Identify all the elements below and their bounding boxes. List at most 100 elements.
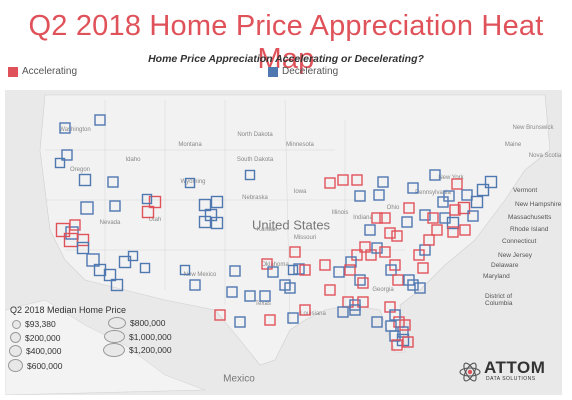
decelerating-marker[interactable] (419, 209, 431, 221)
decelerating-marker[interactable] (373, 189, 385, 201)
decelerating-marker[interactable] (389, 309, 401, 321)
accelerating-marker[interactable] (431, 224, 443, 236)
decelerating-marker[interactable] (333, 266, 345, 278)
accelerating-marker[interactable] (359, 241, 371, 253)
decelerating-marker[interactable] (139, 262, 151, 274)
decelerating-marker[interactable] (484, 175, 498, 189)
decelerating-marker[interactable] (429, 169, 441, 181)
accelerating-marker[interactable] (423, 234, 435, 246)
accelerating-marker[interactable] (427, 212, 439, 224)
accelerating-marker[interactable] (417, 262, 429, 274)
accelerating-marker[interactable] (402, 336, 414, 348)
decelerating-marker[interactable] (476, 183, 490, 197)
legend-decelerating[interactable]: Decelerating (268, 66, 338, 77)
decelerating-marker[interactable] (259, 290, 271, 302)
decelerating-marker[interactable] (76, 241, 90, 255)
decelerating-marker[interactable] (198, 215, 212, 229)
accelerating-marker[interactable] (457, 201, 471, 215)
accelerating-marker[interactable] (357, 296, 369, 308)
accelerating-marker[interactable] (76, 233, 90, 247)
decelerating-marker[interactable] (437, 196, 449, 208)
decelerating-marker[interactable] (345, 256, 357, 268)
us-map[interactable]: United States Mexico Washington Oregon I… (5, 90, 562, 395)
decelerating-marker[interactable] (287, 264, 299, 276)
accelerating-marker[interactable] (55, 222, 71, 238)
accelerating-marker[interactable] (379, 246, 391, 258)
accelerating-marker[interactable] (344, 264, 356, 276)
decelerating-marker[interactable] (229, 265, 241, 277)
accelerating-marker[interactable] (351, 174, 363, 186)
decelerating-marker[interactable] (284, 282, 296, 294)
accelerating-marker[interactable] (391, 230, 403, 242)
decelerating-marker[interactable] (407, 279, 419, 291)
decelerating-marker[interactable] (109, 200, 121, 212)
accelerating-marker[interactable] (399, 319, 411, 331)
decelerating-marker[interactable] (407, 182, 419, 194)
decelerating-marker[interactable] (110, 278, 124, 292)
accelerating-marker[interactable] (384, 227, 396, 239)
decelerating-marker[interactable] (461, 189, 473, 201)
accelerating-marker[interactable] (392, 274, 404, 286)
accelerating-marker[interactable] (449, 204, 461, 216)
decelerating-marker[interactable] (234, 316, 246, 328)
accelerating-marker[interactable] (319, 259, 331, 271)
decelerating-marker[interactable] (103, 268, 117, 282)
decelerating-marker[interactable] (189, 279, 201, 291)
accelerating-marker[interactable] (337, 174, 349, 186)
decelerating-marker[interactable] (244, 290, 256, 302)
accelerating-marker[interactable] (447, 226, 459, 238)
accelerating-marker[interactable] (324, 284, 336, 296)
decelerating-marker[interactable] (118, 255, 132, 269)
decelerating-marker[interactable] (354, 274, 366, 286)
decelerating-marker[interactable] (377, 176, 389, 188)
decelerating-marker[interactable] (141, 193, 153, 205)
decelerating-marker[interactable] (94, 114, 106, 126)
accelerating-marker[interactable] (214, 309, 226, 321)
decelerating-marker[interactable] (293, 263, 305, 275)
accelerating-marker[interactable] (459, 224, 471, 236)
accelerating-marker[interactable] (264, 314, 276, 326)
accelerating-marker[interactable] (141, 205, 155, 219)
accelerating-marker[interactable] (391, 339, 403, 351)
decelerating-marker[interactable] (226, 286, 238, 298)
accelerating-marker[interactable] (371, 212, 383, 224)
decelerating-marker[interactable] (86, 253, 100, 267)
accelerating-marker[interactable] (289, 246, 301, 258)
accelerating-marker[interactable] (299, 264, 311, 276)
decelerating-marker[interactable] (210, 216, 224, 230)
decelerating-marker[interactable] (184, 177, 196, 189)
decelerating-marker[interactable] (78, 173, 92, 187)
accelerating-marker[interactable] (69, 219, 81, 231)
decelerating-marker[interactable] (470, 195, 484, 209)
accelerating-marker[interactable] (451, 178, 463, 190)
decelerating-marker[interactable] (179, 264, 191, 276)
decelerating-marker[interactable] (385, 320, 397, 332)
decelerating-marker[interactable] (385, 264, 397, 276)
decelerating-marker[interactable] (59, 122, 71, 134)
decelerating-marker[interactable] (414, 282, 426, 294)
decelerating-marker[interactable] (267, 266, 279, 278)
accelerating-marker[interactable] (261, 258, 273, 270)
accelerating-marker[interactable] (148, 195, 162, 209)
decelerating-marker[interactable] (54, 157, 66, 169)
accelerating-marker[interactable] (365, 249, 377, 261)
decelerating-marker[interactable] (127, 250, 139, 262)
decelerating-marker[interactable] (446, 216, 460, 230)
decelerating-marker[interactable] (244, 169, 256, 181)
accelerating-marker[interactable] (324, 177, 336, 189)
decelerating-marker[interactable] (61, 149, 73, 161)
decelerating-marker[interactable] (354, 190, 366, 202)
accelerating-marker[interactable] (351, 249, 363, 261)
decelerating-marker[interactable] (107, 176, 119, 188)
decelerating-marker[interactable] (371, 242, 383, 254)
legend-accelerating[interactable]: Accelerating (8, 66, 77, 77)
decelerating-marker[interactable] (364, 224, 376, 236)
decelerating-marker[interactable] (80, 201, 94, 215)
accelerating-marker[interactable] (299, 304, 311, 316)
decelerating-marker[interactable] (371, 316, 383, 328)
decelerating-marker[interactable] (467, 210, 479, 222)
decelerating-marker[interactable] (210, 195, 224, 209)
decelerating-marker[interactable] (337, 306, 349, 318)
accelerating-marker[interactable] (357, 277, 369, 289)
accelerating-marker[interactable] (379, 212, 391, 224)
